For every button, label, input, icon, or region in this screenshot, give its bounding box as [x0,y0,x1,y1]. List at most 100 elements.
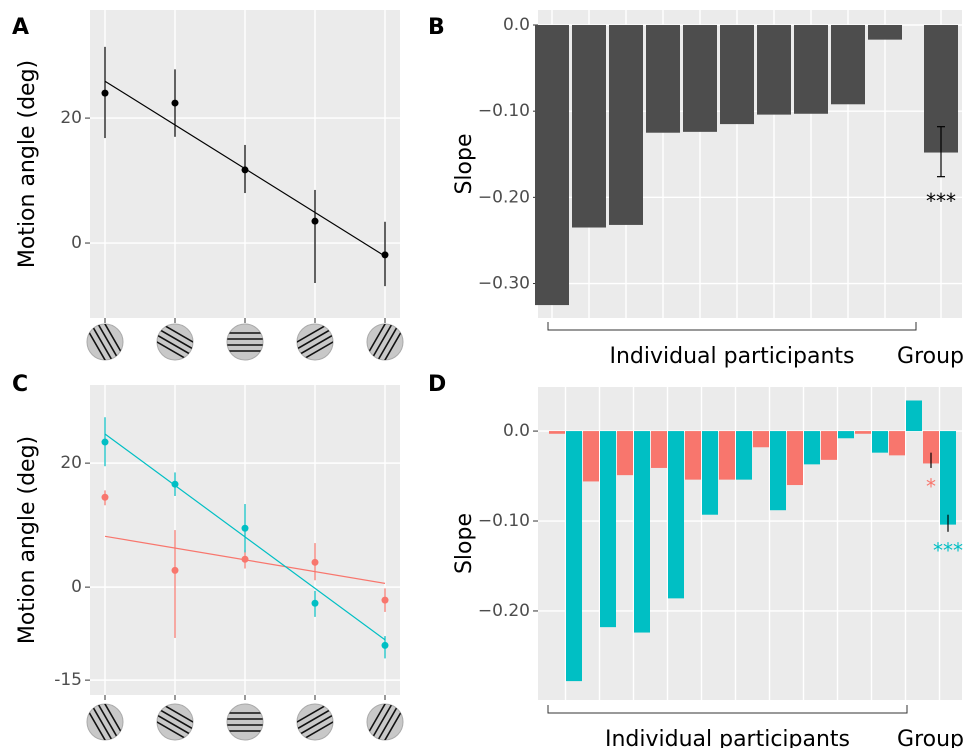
bracket [547,705,908,714]
panel-label: B [428,15,445,40]
y-tick-label: −0.10 [478,101,530,121]
bar [609,24,643,225]
panel-label: D [428,372,446,397]
point [101,89,109,97]
bar [646,24,680,133]
bar [838,431,854,439]
stripe [151,331,196,358]
bar [600,431,616,628]
bar [736,431,752,480]
y-tick-label: 20 [60,453,82,473]
bar [720,24,754,125]
y-tick-label: −0.10 [478,511,530,531]
bar [634,431,650,633]
bar [906,400,922,432]
stripe [369,318,396,363]
stripe [154,326,199,353]
bar [923,431,939,464]
point [241,524,249,532]
stripe [89,701,116,746]
stripe [151,711,196,738]
point [241,555,249,563]
bar [804,431,820,465]
y-tick-label: −0.20 [478,187,530,207]
bar [617,431,633,476]
point [171,566,179,574]
bar [572,24,606,228]
significance: *** [926,189,956,213]
grating-icon [156,323,194,361]
bar [549,431,565,434]
stripe [291,706,336,733]
bar [719,431,735,480]
bar [702,431,718,515]
point [171,480,179,488]
stripe [89,321,116,366]
grating-icon [156,703,194,741]
grating-icon [366,323,404,361]
bar [940,431,956,525]
y-tick-label: −0.20 [478,601,530,621]
stripe [94,698,121,743]
point [311,558,319,566]
bar [855,431,871,434]
bar [566,431,582,682]
grating-icon [226,703,264,741]
stripe [294,331,339,358]
grating-icon [296,323,334,361]
stripe [374,701,401,746]
grating-icon [86,703,124,741]
point [171,99,179,107]
y-axis-title: Slope [452,133,477,194]
y-tick-label: 0 [71,233,82,253]
bar [787,431,803,486]
y-tick-label: 20 [60,108,82,128]
x-group-label: Individual participants [605,727,850,748]
x-group-label: Group [897,727,964,748]
bracket [547,322,917,331]
bar [651,431,667,468]
stripe [94,318,121,363]
bar [872,431,888,453]
bar [668,431,684,599]
bar [753,431,769,448]
stripe [291,326,336,353]
significance: *** [933,538,963,562]
panel-label: C [12,372,28,397]
y-tick-label: 0.0 [503,421,530,441]
point [101,438,109,446]
grating-icon [296,703,334,741]
y-axis-title: Motion angle (deg) [15,60,40,268]
bar [757,24,791,115]
bar [685,431,701,480]
bar [770,431,786,511]
x-group-label: Individual participants [609,344,854,369]
bar [821,431,837,460]
point [311,599,319,607]
grating-icon [86,323,124,361]
bar [683,24,717,132]
y-axis-title: Motion angle (deg) [15,436,40,644]
point [101,493,109,501]
y-tick-label: 0.0 [503,15,530,35]
point [381,641,389,649]
bar [535,24,569,306]
bar [889,431,905,456]
panel-label: A [12,15,29,40]
significance: * [926,474,936,498]
point [381,251,389,259]
bar [583,431,599,482]
bar [831,24,865,105]
x-group-label: Group [897,344,964,369]
stripe [369,698,396,743]
y-tick-label: −0.30 [478,274,530,294]
point [381,596,389,604]
bar [868,24,902,40]
y-axis-title: Slope [452,513,477,574]
y-tick-label: -15 [54,670,82,690]
y-tick-label: 0 [71,577,82,597]
point [311,217,319,225]
bar [794,24,828,114]
stripe [294,711,339,738]
